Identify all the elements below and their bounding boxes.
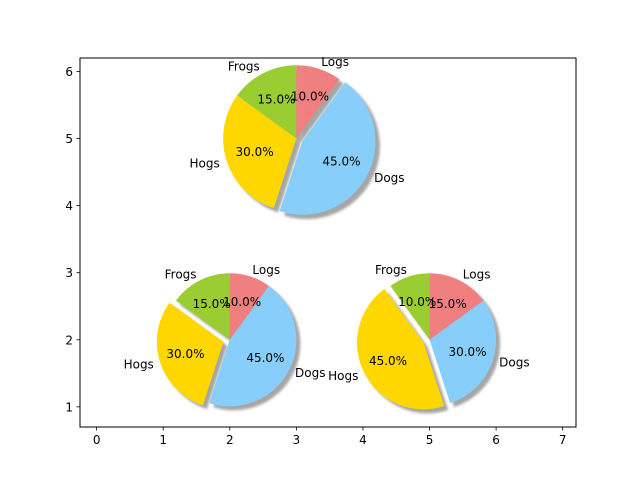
pie2-slice-logs [229,273,269,340]
slice-label: Dogs [499,355,529,369]
slice-label: Frogs [375,263,407,277]
pie3-slice-hogs [357,288,445,410]
x-tick-label: 1 [159,433,167,447]
percent-label: 45.0% [246,351,284,365]
percent-label: 10.0% [398,295,436,309]
x-tick-label: 3 [293,433,301,447]
percent-label: 30.0% [448,345,486,359]
pie1-slice-logs [296,65,340,139]
pie1-slice-frogs [237,65,297,139]
percent-label: 10.0% [291,90,329,104]
pie2-slice-frogs [175,273,230,340]
percent-label: 15.0% [257,92,295,106]
x-tick-label: 5 [426,433,434,447]
x-tick-label: 0 [93,433,101,447]
pie3-slice-logs [429,273,484,340]
pie1-slice-hogs [223,95,297,209]
y-tick-label: 5 [65,132,73,146]
y-tick-label: 3 [65,266,73,280]
axis-ticks: 0 1 2 3 4 5 6 7 1 2 3 4 5 6 [65,65,566,447]
y-tick-label: 6 [65,65,73,79]
slice-label: Dogs [295,366,325,380]
y-tick-label: 1 [65,400,73,414]
axes-frame [79,57,577,428]
slice-label: Frogs [165,268,197,282]
x-tick-label: 2 [226,433,234,447]
slice-label: Dogs [374,171,404,185]
y-tick-label: 2 [65,333,73,347]
percent-label: 45.0% [369,354,407,368]
x-tick-label: 4 [359,433,367,447]
slice-label: Hogs [190,156,220,170]
pie1-slice-dogs [279,82,376,215]
slice-label: Hogs [124,357,154,371]
x-tick-label: 7 [559,433,567,447]
percent-label: 15.0% [193,297,231,311]
pie3-slice-dogs [429,300,497,404]
percent-label: 30.0% [236,145,274,159]
x-tick-label: 6 [492,433,500,447]
percent-label: 15.0% [429,297,467,311]
pie2-slice-dogs [209,285,297,407]
pies-layer: Frogs 15.0% Hogs 30.0% Dogs 45.0% Logs 10.0% Fro… [124,55,530,414]
slice-label: Logs [321,55,349,69]
y-tick-label: 4 [65,199,73,213]
percent-label: 45.0% [322,154,360,168]
percent-label: 30.0% [166,347,204,361]
slice-label: Logs [252,263,280,277]
pie2-slice-hogs [156,302,224,406]
percent-label: 10.0% [223,295,261,309]
slice-label: Hogs [328,369,358,383]
pie3-slice-frogs [390,273,430,340]
slice-label: Frogs [228,60,260,74]
slice-label: Logs [463,268,491,282]
